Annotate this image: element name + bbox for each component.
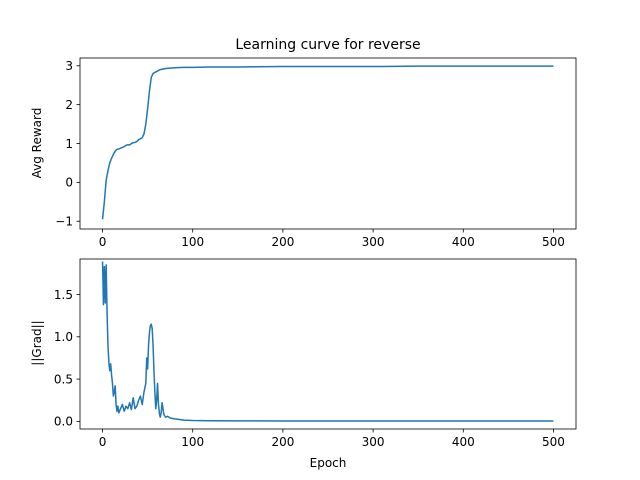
y-tick-label: 2 xyxy=(65,98,73,112)
chart-title: Learning curve for reverse xyxy=(235,37,420,53)
y-tick-label: 1 xyxy=(65,137,73,151)
reward-axes: Learning curve for reverse 0 100 200 300 400… xyxy=(30,37,577,249)
y-tick-label: 0.5 xyxy=(54,372,73,386)
y-tick-label: 1.5 xyxy=(54,288,73,302)
x-tick-label: 300 xyxy=(362,435,385,449)
x-tick-label: 100 xyxy=(181,435,204,449)
y-tick-label: −1 xyxy=(55,215,73,229)
y-tick-label: 0 xyxy=(65,176,73,190)
x-axis-label: Epoch xyxy=(310,456,347,470)
x-tick-label: 200 xyxy=(271,435,294,449)
reward-series-line xyxy=(101,65,554,220)
y-tick-label: 3 xyxy=(65,59,73,73)
x-tick-label: 0 xyxy=(99,435,107,449)
grad-plot-area: 0 100 200 300 400 500 0.0 0.5 1.0 1.5 xyxy=(54,258,577,449)
axes-frame xyxy=(79,258,577,430)
x-tick-label: 500 xyxy=(542,235,565,249)
grad-axes: 0 100 200 300 400 500 0.0 0.5 1.0 1.5 ||Grad|| Ep… xyxy=(30,258,577,470)
x-tick-label: 400 xyxy=(452,235,475,249)
x-tick-label: 300 xyxy=(362,235,385,249)
y-tick-label: 1.0 xyxy=(54,330,73,344)
x-tick-label: 500 xyxy=(542,435,565,449)
x-tick-label: 100 xyxy=(181,235,204,249)
grad-series-line xyxy=(101,261,554,422)
x-tick-label: 400 xyxy=(452,435,475,449)
reward-y-axis-label: Avg Reward xyxy=(30,108,44,179)
grad-y-axis-label: ||Grad|| xyxy=(30,320,44,365)
x-tick-label: 200 xyxy=(271,235,294,249)
x-tick-label: 0 xyxy=(99,235,107,249)
reward-plot-area: 0 100 200 300 400 500 −1 0 1 2 3 xyxy=(55,57,577,249)
y-tick-label: 0.0 xyxy=(54,415,73,429)
